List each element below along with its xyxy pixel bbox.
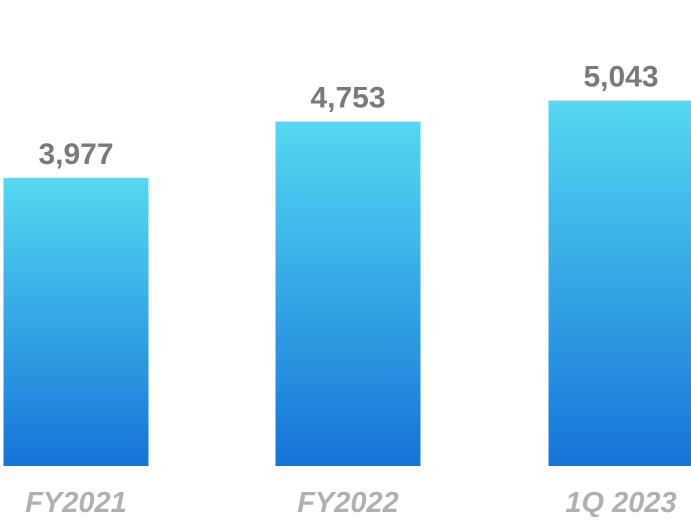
value-label: 4,753 xyxy=(310,82,385,115)
category-label: FY2021 xyxy=(25,487,127,517)
value-label: 5,043 xyxy=(583,61,658,94)
category-label: FY2022 xyxy=(297,487,399,517)
category-label: 1Q 2023 xyxy=(565,487,676,517)
bar-fy2021 xyxy=(4,178,149,466)
value-label: 3,977 xyxy=(38,138,113,171)
bar-1q-2023 xyxy=(549,101,691,466)
category-labels-group: FY2021 FY2022 1Q 2023 xyxy=(25,487,676,517)
bar-fy2022 xyxy=(276,122,421,466)
